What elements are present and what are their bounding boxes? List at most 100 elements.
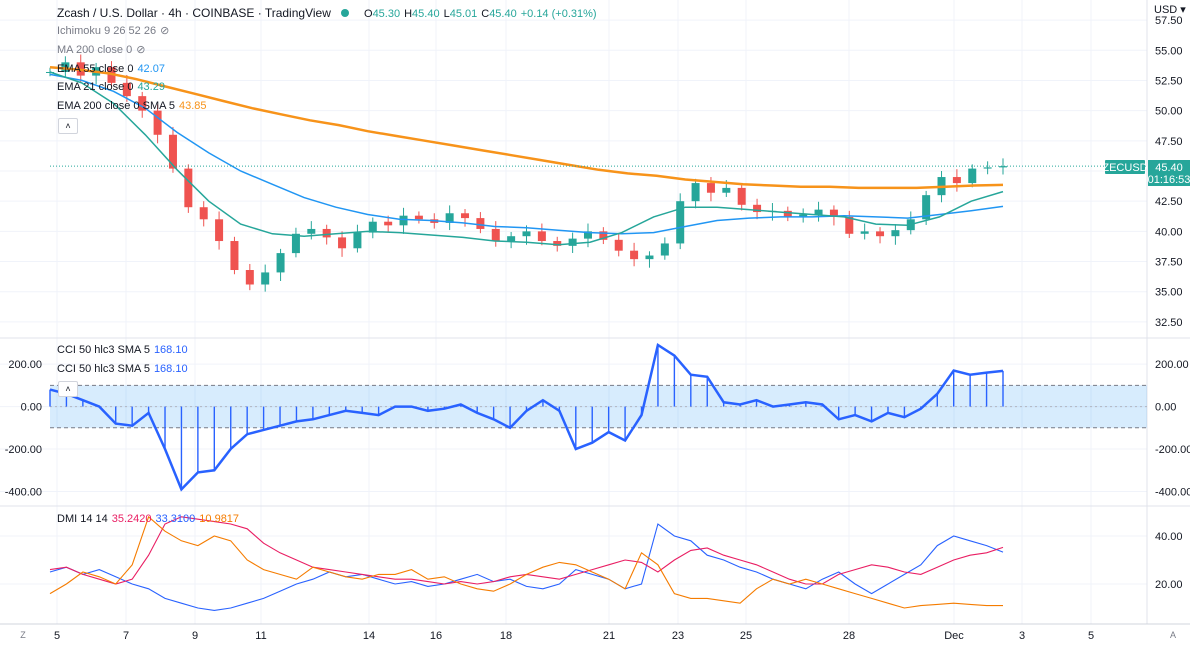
candle-body-up: [968, 168, 977, 184]
candle-body-up: [814, 209, 823, 215]
main-lines: [49, 65, 1004, 246]
candle-body-down: [122, 82, 131, 97]
eye-off-icon[interactable]: ⊘: [160, 25, 170, 37]
time-tick-label: 25: [740, 630, 752, 642]
time-axis[interactable]: [0, 625, 1190, 648]
chevron-up-icon: ˄: [65, 121, 71, 131]
candle-body-up: [507, 236, 516, 242]
plus-di-line: [49, 523, 1004, 611]
candle-body-up: [691, 183, 700, 202]
time-tick-label: 28: [843, 630, 855, 642]
auto-scale-button[interactable]: A: [1164, 628, 1182, 642]
legend-dmi-name: DMI 14 14: [57, 513, 108, 525]
candle-body-up: [999, 166, 1007, 168]
candle-body-up: [445, 213, 454, 223]
legend-ema21-value: 43.29: [137, 81, 165, 93]
legend-ma200-name: MA 200 close 0: [57, 44, 133, 56]
candle-body-up: [568, 238, 577, 246]
cci-tick-label-right: 200.00: [1155, 359, 1189, 371]
candle-body-down: [491, 228, 500, 242]
price-tick-label: 32.50: [1155, 317, 1183, 329]
candle-body-down: [476, 218, 485, 229]
candle-body-up: [660, 243, 669, 256]
candle-body-down: [138, 96, 147, 111]
legend-ichimoku-name: Ichimoku 9 26 52 26: [57, 25, 157, 37]
symbol-tag-text: ZECUSD: [1102, 162, 1147, 174]
time-tick-label: 16: [430, 630, 442, 642]
legend-cci-1-value: 168.10: [153, 344, 188, 356]
legend-ema21[interactable]: EMA 21 close 0 43.29: [57, 80, 169, 94]
candle-body-down: [783, 210, 792, 217]
price-tick-label: 37.50: [1155, 257, 1183, 269]
candle-body-down: [876, 231, 885, 237]
candle-body-up: [799, 214, 808, 217]
legend-ma200[interactable]: MA 200 close 0 ⊘: [57, 43, 149, 57]
grid: [0, 0, 1147, 624]
collapse-legend-button[interactable]: ˄: [58, 118, 78, 134]
cci-tick-label-right: -200.00: [1155, 444, 1190, 456]
candle-body-down: [706, 183, 715, 193]
low-value: 45.01: [450, 8, 478, 20]
close-value: 45.40: [489, 8, 517, 20]
legend-dmi-minus: 33.3100: [155, 513, 196, 525]
candle-body-up: [891, 230, 900, 237]
collapse-cci-legend-button[interactable]: ˄: [58, 381, 78, 397]
price-tag-countdown: 01:16:53: [1148, 174, 1190, 186]
axis-labels: 5 7 9 11 14 16 18 21 23 25 28 Dec 3 5 57.50 55.00 52.50 5…: [5, 15, 1190, 642]
legend-ema200[interactable]: EMA 200 close 0 SMA 5 43.85: [57, 99, 211, 113]
ema21-line: [49, 71, 1004, 246]
time-tick-label: 9: [192, 630, 198, 642]
ema200-line: [49, 65, 1004, 190]
currency-selector[interactable]: USD ▾: [1154, 4, 1186, 16]
price-tick-label: 55.00: [1155, 45, 1183, 57]
time-tick-label: Dec: [944, 630, 964, 642]
candle-body-down: [168, 134, 177, 169]
price-tick-label: 50.00: [1155, 106, 1183, 118]
legend-ema55[interactable]: EMA 55 close 0 42.07: [57, 62, 169, 76]
cci-tick-label-left: -200.00: [5, 444, 42, 456]
price-tag-price: 45.40: [1155, 162, 1183, 174]
candle-body-up: [276, 253, 285, 273]
cci-tick-label-left: 0.00: [21, 402, 42, 414]
legend-cci-1[interactable]: CCI 50 hlc3 SMA 5 168.10: [57, 343, 192, 357]
dmi-tick-label: 40.00: [1155, 531, 1183, 543]
candle-body-down: [952, 177, 961, 184]
auto-scale-label: A: [1169, 630, 1176, 640]
candle-body-up: [583, 231, 592, 239]
legend-ema200-name: EMA 200 close 0 SMA 5: [57, 100, 176, 112]
candle-body-down: [553, 241, 562, 246]
candle-body-down: [753, 204, 762, 213]
legend-ichimoku[interactable]: Ichimoku 9 26 52 26 ⊘: [57, 24, 173, 38]
candle-body-up: [983, 167, 992, 169]
price-tag: 45.40 01:16:53: [1148, 160, 1190, 186]
candle-body-down: [599, 231, 608, 240]
close-label: C: [481, 8, 489, 20]
legend-ema21-name: EMA 21 close 0: [57, 81, 134, 93]
legend-ema55-name: EMA 55 close 0: [57, 63, 134, 75]
legend-ema55-value: 42.07: [137, 63, 165, 75]
legend-cci-2[interactable]: CCI 50 hlc3 SMA 5 168.10: [57, 362, 192, 376]
timezone-button[interactable]: Z: [14, 628, 32, 642]
legend-dmi[interactable]: DMI 14 14 35.2420 33.3100 10.9817: [57, 512, 243, 526]
candle-body-up: [261, 272, 270, 285]
candle-body-down: [384, 221, 393, 226]
cci-tick-label-left: 200.00: [8, 359, 42, 371]
candle-body-up: [522, 231, 531, 237]
time-tick-label: 5: [54, 630, 60, 642]
candle-body-down: [245, 270, 254, 285]
time-tick-label: 18: [500, 630, 512, 642]
chevron-down-icon: ▾: [1177, 4, 1186, 16]
candle-body-up: [645, 255, 654, 260]
legend-dmi-plus: 35.2420: [111, 513, 152, 525]
candle-body-down: [153, 110, 162, 135]
time-tick-label: 5: [1088, 630, 1094, 642]
candle-body-down: [414, 215, 423, 220]
candle-body-down: [630, 250, 639, 260]
market-status-icon: [341, 9, 349, 17]
price-tick-label: 47.50: [1155, 136, 1183, 148]
eye-off-icon[interactable]: ⊘: [136, 44, 146, 56]
cci-band: [50, 385, 1147, 428]
cci-tick-label-left: -400.00: [5, 487, 42, 499]
legend-cci-2-value: 168.10: [153, 363, 188, 375]
